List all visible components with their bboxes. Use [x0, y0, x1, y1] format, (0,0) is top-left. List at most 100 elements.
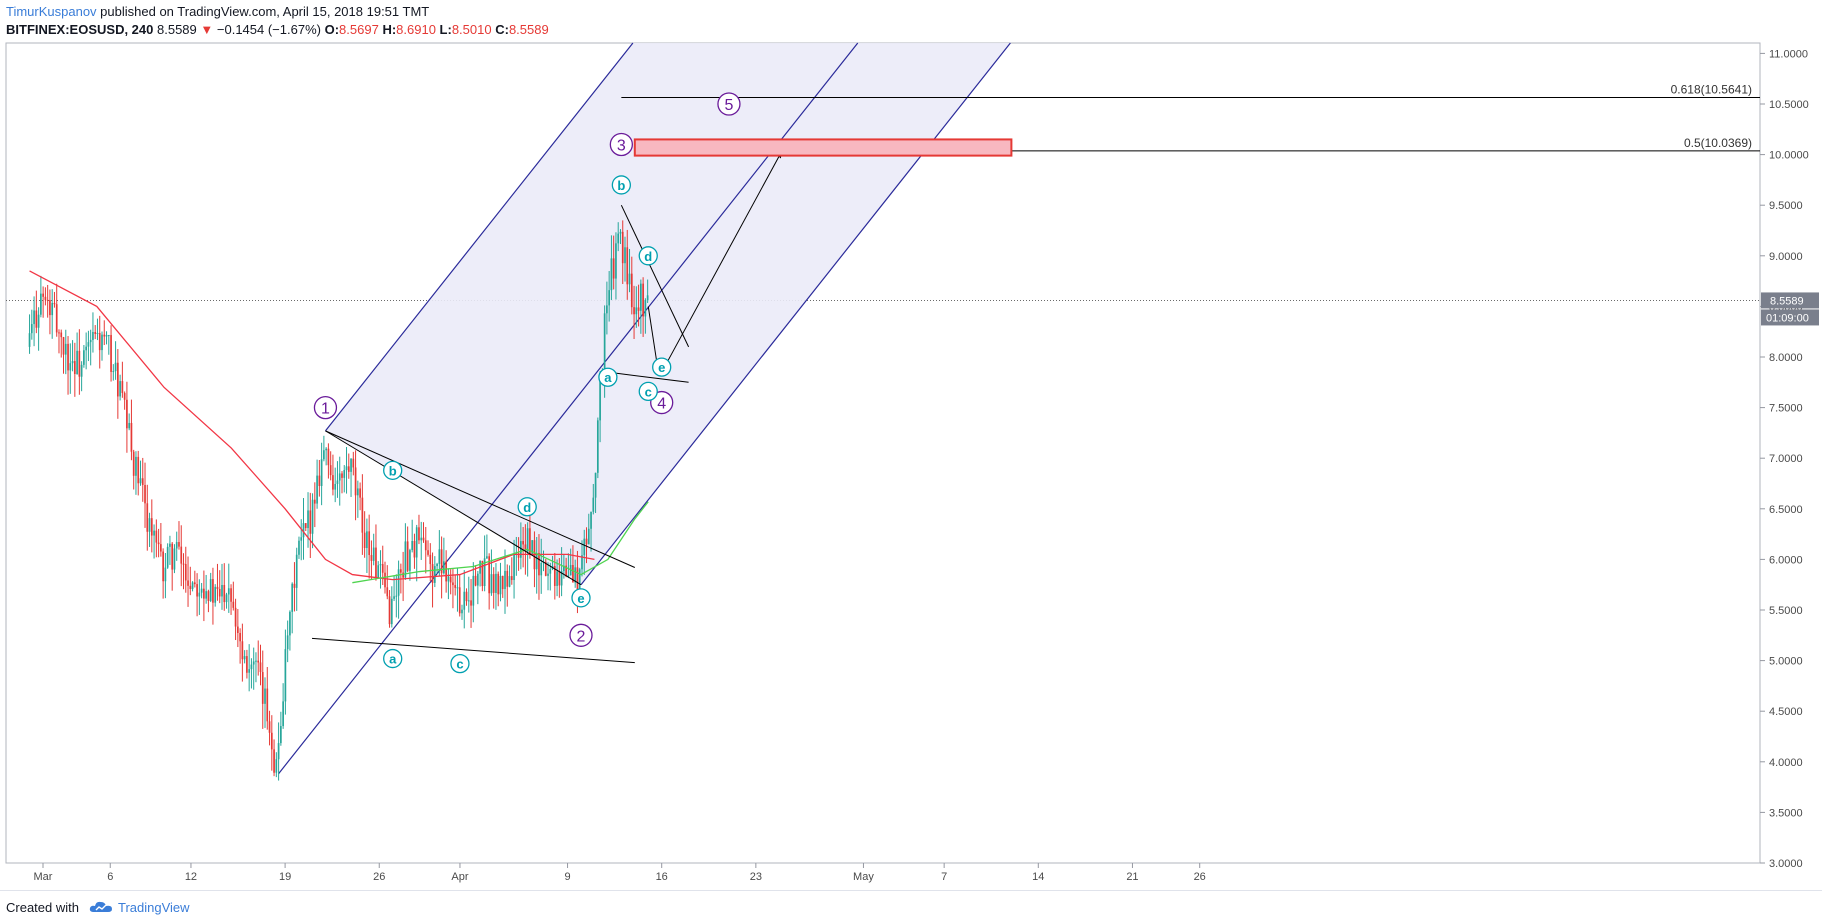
candle-body: [547, 573, 549, 576]
candle-body: [164, 567, 167, 582]
candle-body: [431, 564, 434, 583]
candle-body: [87, 342, 90, 347]
candle-body: [465, 591, 468, 602]
wave-label-circle: [609, 132, 633, 157]
candle-body: [139, 478, 142, 484]
candle-body: [628, 273, 631, 285]
moving-average-green: [352, 501, 649, 584]
y-tick-label: 9.5000: [1769, 200, 1803, 212]
y-tick-label: 5.5000: [1769, 605, 1803, 617]
candle-body: [397, 569, 400, 596]
author-link[interactable]: TimurKuspanov: [6, 4, 97, 19]
candle-body: [381, 564, 384, 573]
candle-body: [196, 584, 198, 597]
flag-lower-line: [607, 371, 689, 383]
candle-body: [581, 555, 583, 570]
close-value: 8.5589: [508, 22, 549, 37]
candle-body: [234, 607, 237, 627]
wave-label-text: e: [658, 360, 665, 375]
candle-body: [37, 314, 40, 328]
candle-body: [490, 574, 493, 594]
symbol-quote-line: BITFINEX:EOSUSD, 240 8.5589 ▼ −0.1454 (−…: [6, 22, 549, 37]
x-tick-label: 21: [1126, 871, 1138, 883]
candle-body: [553, 566, 556, 586]
candle-body: [377, 565, 380, 579]
wave-label-text: 2: [577, 628, 586, 645]
candle-body: [329, 465, 332, 476]
candle-body: [275, 759, 278, 773]
candle-body: [286, 635, 289, 650]
wave-label-circle: [569, 623, 593, 647]
candle-body: [171, 543, 174, 570]
candle-body: [323, 450, 325, 460]
wave-label-text: e: [577, 591, 584, 606]
symbol-label[interactable]: BITFINEX:EOSUSD, 240: [6, 22, 154, 37]
candle-body: [318, 475, 321, 486]
price-chart[interactable]: 0.618(10.5641)0.5(10.0369) 12345abcdeabc…: [0, 0, 1822, 890]
candle-body: [313, 499, 316, 504]
wave-label-text: b: [389, 463, 397, 478]
wave-label-circle: [638, 246, 658, 266]
candle-body: [255, 660, 257, 662]
candle-body: [520, 541, 522, 558]
candle-body: [259, 662, 262, 673]
candle-body: [332, 475, 334, 490]
close-label: C:: [495, 22, 509, 37]
candle-body: [390, 598, 393, 625]
candle-body: [146, 503, 149, 532]
high-value: 8.6910: [396, 22, 436, 37]
candle-body: [268, 721, 271, 733]
candle-body: [549, 568, 552, 574]
tradingview-brand-link[interactable]: TradingView: [118, 900, 190, 915]
candle-body: [173, 548, 176, 570]
x-tick-label: Apr: [451, 871, 468, 883]
candle-body: [504, 570, 506, 590]
candle-body: [440, 549, 443, 574]
y-tick-label: 4.5000: [1769, 706, 1803, 718]
candle-body: [642, 283, 644, 317]
candle-body: [175, 542, 178, 549]
candle-body: [216, 586, 219, 589]
candle-body: [590, 511, 592, 529]
candle-body: [461, 609, 463, 614]
wave-label-text: 1: [321, 401, 330, 418]
candle-body: [155, 530, 158, 543]
wave-label-circle: [652, 357, 672, 377]
candle-body: [458, 587, 461, 614]
candle-body: [252, 661, 255, 665]
candle-body: [316, 475, 318, 504]
target-zone-box[interactable]: [633, 138, 1013, 157]
wave-label-text: c: [645, 384, 652, 399]
candle-body: [567, 575, 570, 577]
candle-body: [452, 582, 454, 586]
candle-body: [144, 484, 146, 504]
candle-body: [606, 305, 608, 314]
candle-body: [112, 371, 115, 373]
candle-body: [141, 478, 144, 485]
candle-body: [513, 553, 515, 581]
wave-label-text: c: [456, 657, 463, 672]
candle-body: [284, 649, 287, 702]
candle-body: [327, 448, 330, 466]
tradingview-cloud-icon[interactable]: [88, 899, 114, 915]
candle-body: [352, 458, 355, 468]
candle-body: [529, 528, 531, 554]
candle-body: [610, 258, 613, 291]
candle-body: [40, 293, 42, 315]
chart-header: TimurKuspanov published on TradingView.c…: [0, 0, 1822, 42]
candle-body: [384, 572, 386, 588]
candle-body: [587, 528, 590, 545]
candle-body: [563, 565, 565, 572]
candle-body: [415, 527, 418, 558]
triangle-upper-line: [325, 430, 636, 568]
wave-label-text: d: [644, 249, 652, 264]
x-tick-label: 12: [185, 871, 197, 883]
candle-body: [103, 334, 106, 337]
candle-body: [400, 569, 402, 573]
down-arrow-icon: ▼: [200, 22, 214, 37]
candle-body: [454, 585, 457, 588]
wave-label-circle: [383, 648, 403, 669]
candle-body: [307, 510, 309, 529]
candle-body: [230, 588, 232, 602]
candle-body: [130, 422, 133, 452]
